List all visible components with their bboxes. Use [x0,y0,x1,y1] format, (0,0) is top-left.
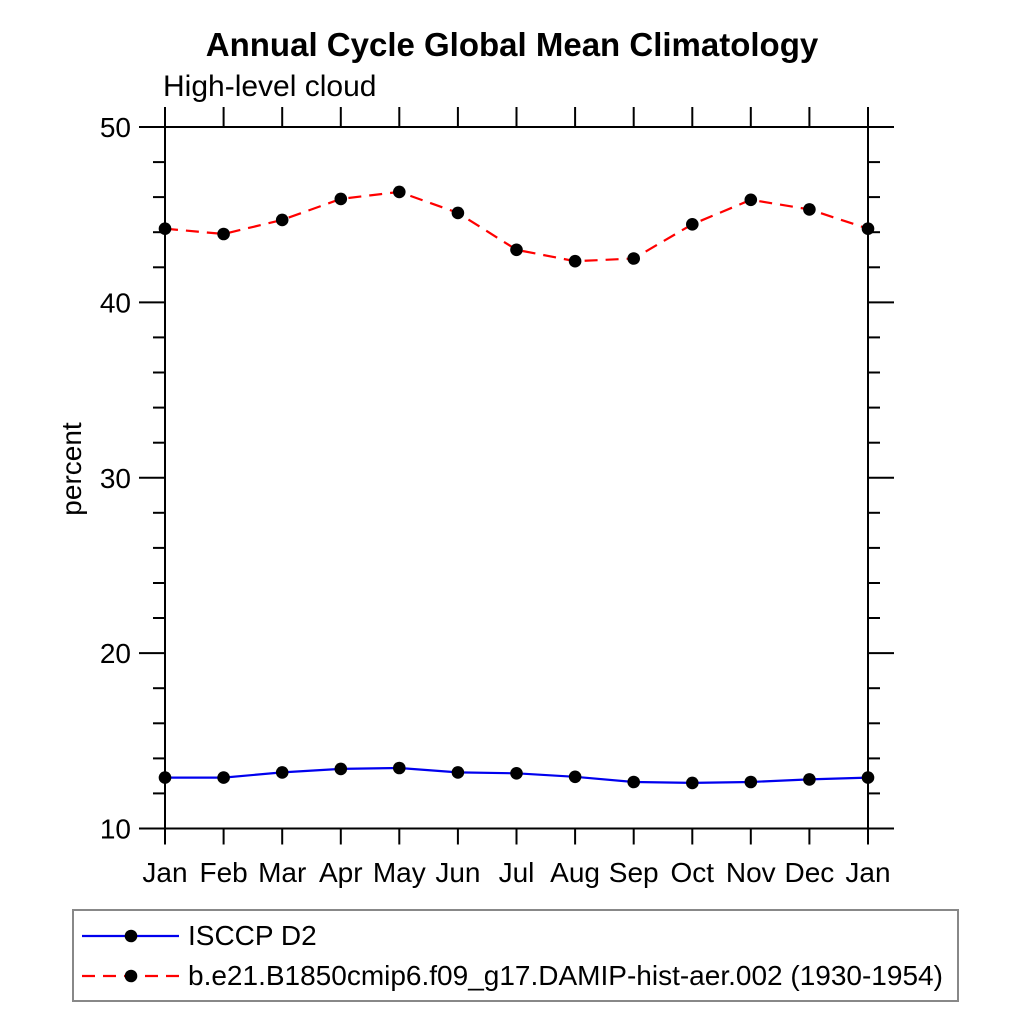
data-point-marker [744,193,758,207]
data-point-marker [451,766,465,779]
data-point-marker [334,762,348,776]
x-tick-label: Jun [435,857,480,888]
data-point-marker [627,252,640,265]
x-tick-label: Oct [671,857,715,888]
data-point-marker [510,243,523,257]
chart-title: Annual Cycle Global Mean Climatology [205,26,819,63]
legend-marker-dot-icon [124,929,138,942]
data-point-marker [451,206,465,220]
y-tick-label: 20 [100,638,131,669]
x-tick-label: Sep [609,857,659,888]
chart-subtitle: High-level cloud [163,70,377,103]
data-point-marker [686,218,699,231]
plot-frame [164,126,869,830]
data-point-marker [803,773,816,786]
data-point-marker [275,213,289,227]
legend-marker-dot-icon [124,969,138,982]
data-point-marker [510,767,523,780]
data-point-marker [744,775,758,789]
data-point-marker [627,775,640,789]
legend-row: ISCCP D2 [78,916,957,956]
data-point-marker [275,766,289,779]
x-tick-label: Apr [319,857,363,888]
y-tick-label: 40 [100,287,131,318]
x-tick-label: Feb [199,857,247,888]
legend-line-sample-dashed [82,969,179,982]
x-tick-label: Jul [499,857,535,888]
data-point-marker [568,770,582,784]
data-point-marker [158,222,172,235]
data-point-marker [217,771,230,784]
y-tick-label: 50 [100,112,131,143]
data-point-marker [861,771,875,784]
data-point-marker [803,203,816,216]
data-point-marker [568,254,582,268]
x-tick-label: Mar [258,857,306,888]
data-point-marker [393,761,406,775]
data-point-marker [217,227,230,241]
x-tick-label: Dec [785,857,835,888]
y-tick-label: 30 [100,463,131,494]
x-tick-label: Aug [550,857,600,888]
data-point-marker [861,222,875,235]
legend-line-sample-solid [82,929,179,942]
x-tick-label: Jan [142,857,187,888]
legend-row: b.e21.B1850cmip6.f09_g17.DAMIP-hist-aer.… [78,956,957,996]
x-tick-label: May [373,857,426,888]
legend: ISCCP D2 b.e21.B1850cmip6.f09_g17.DAMIP-… [72,909,959,1002]
data-point-marker [158,771,172,784]
data-point-marker [393,185,406,199]
legend-label: b.e21.B1850cmip6.f09_g17.DAMIP-hist-aer.… [188,959,943,991]
x-tick-label: Nov [726,857,776,888]
data-point-marker [686,776,699,790]
x-tick-label: Jan [845,857,890,888]
data-point-marker [334,192,348,206]
y-tick-label: 10 [100,814,131,845]
legend-label: ISCCP D2 [188,919,317,951]
